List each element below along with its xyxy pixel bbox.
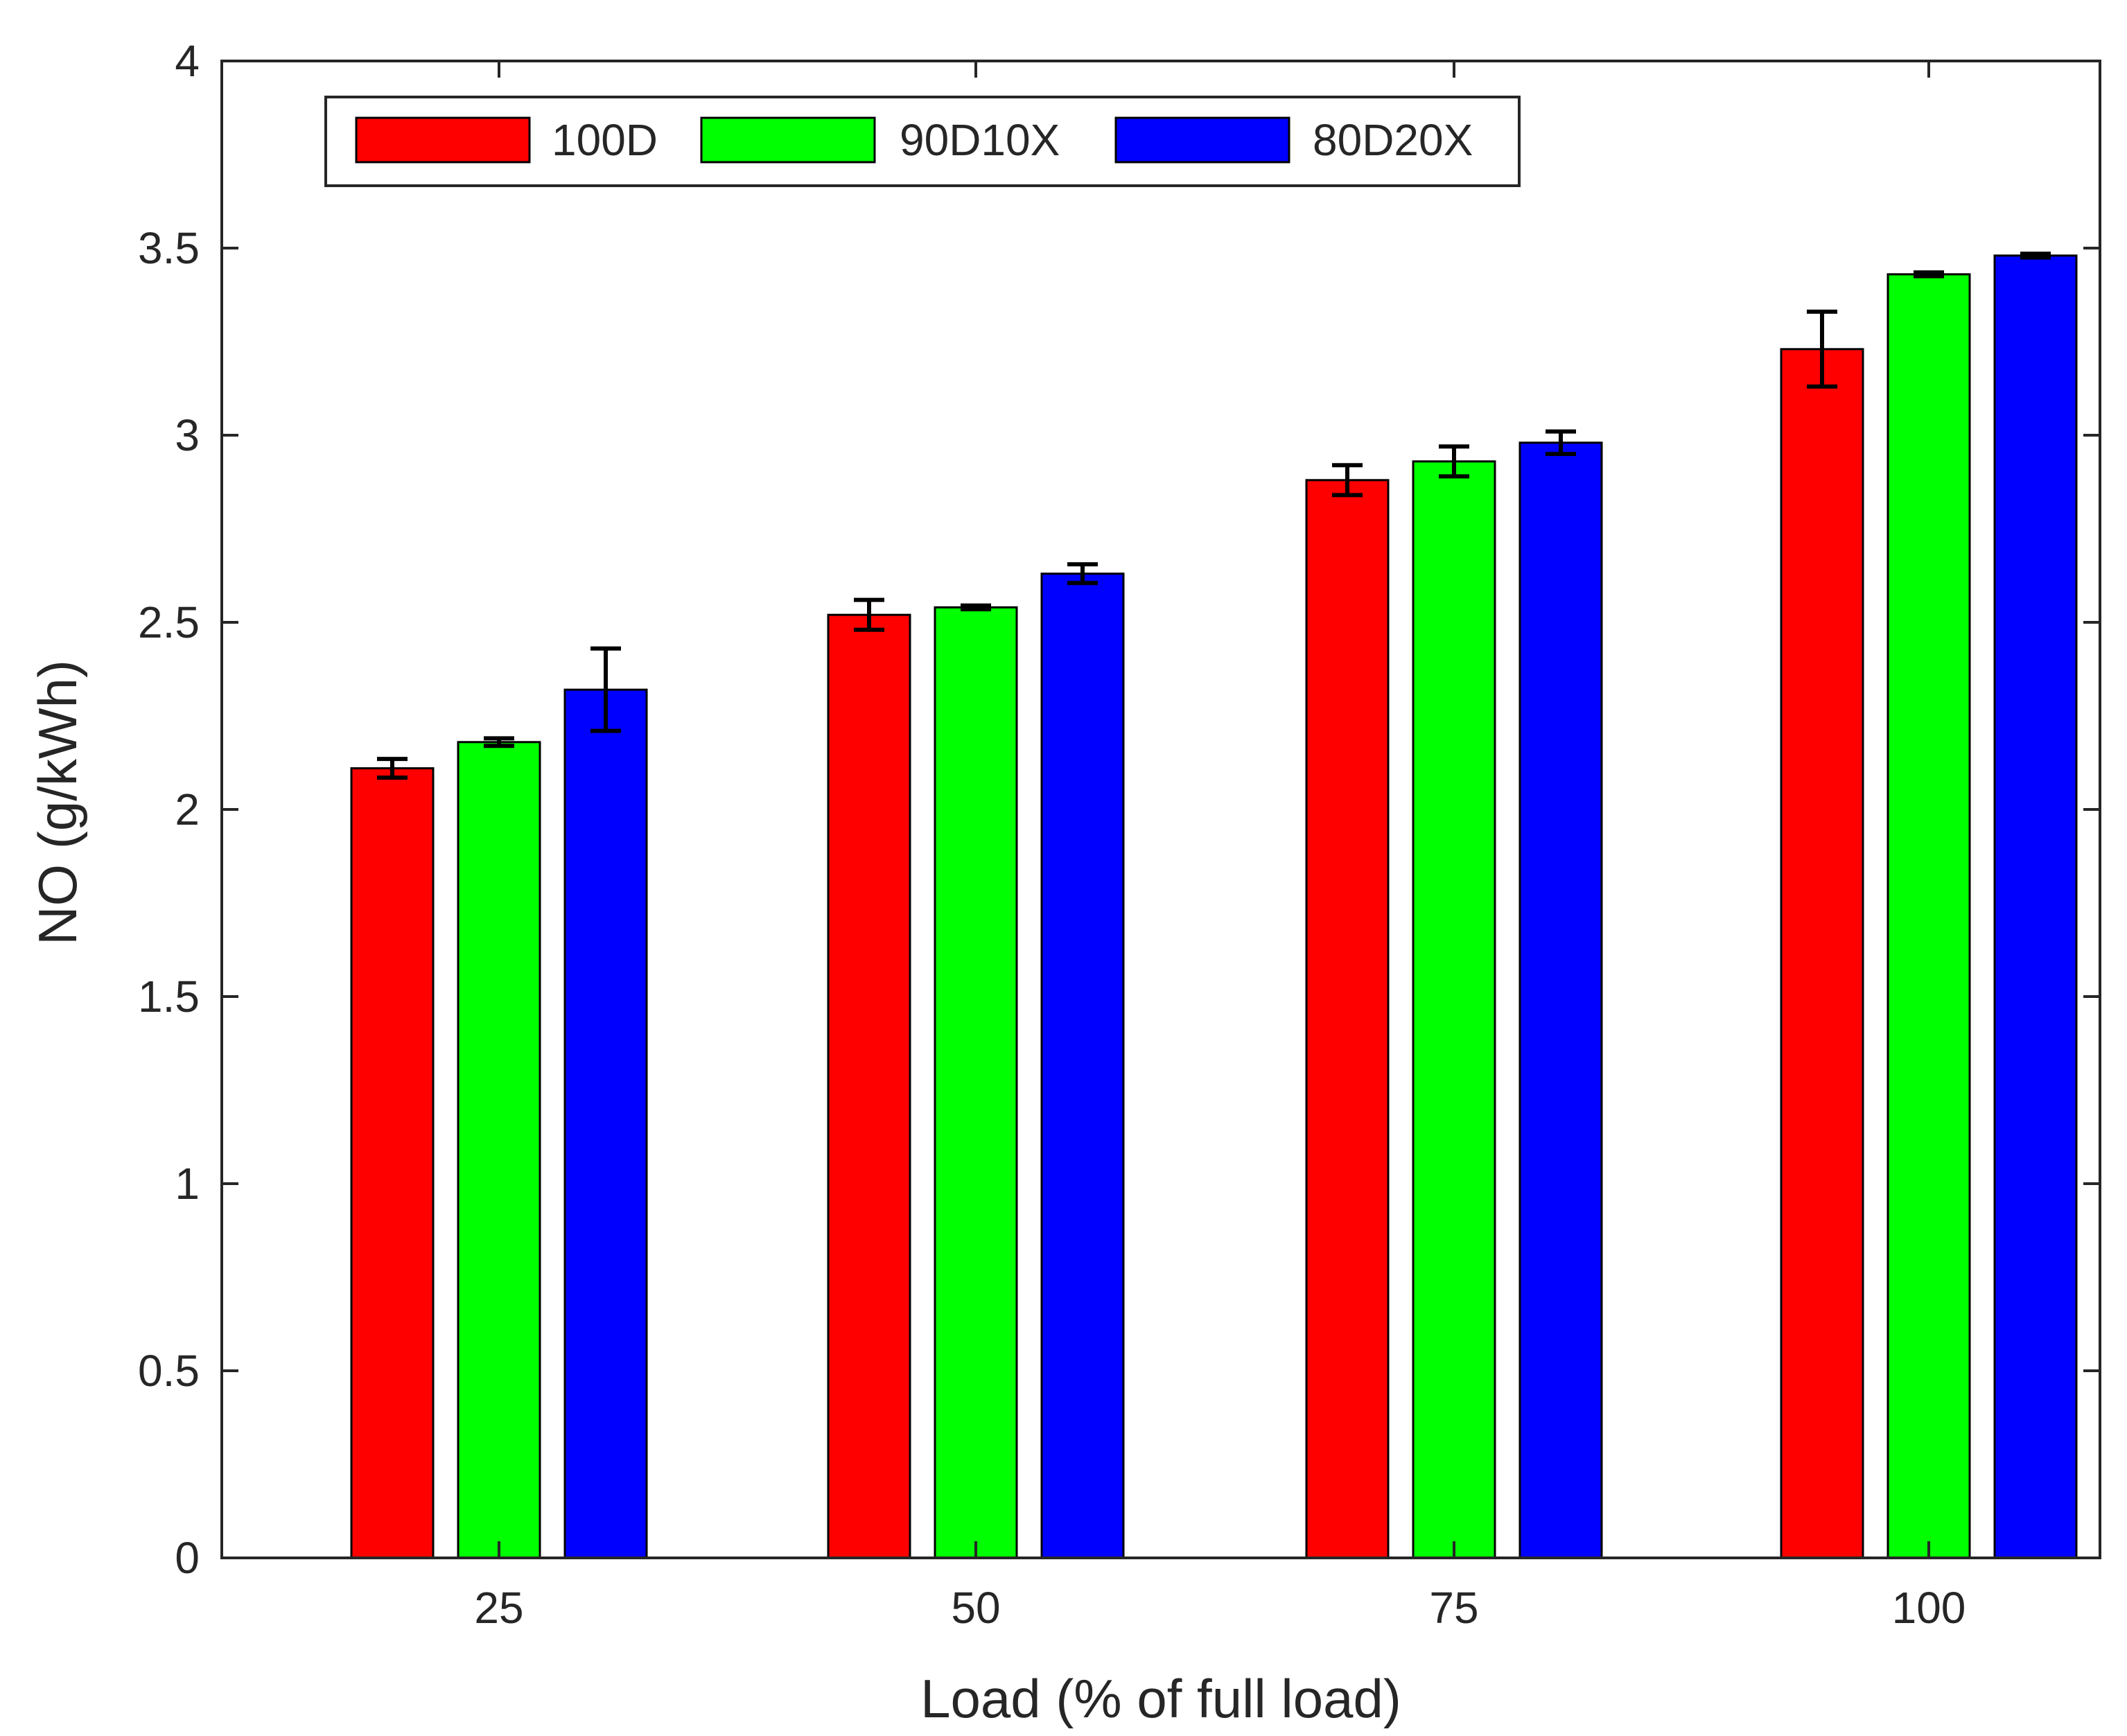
error-bar-100d-50 xyxy=(854,597,884,632)
bar-90d10x-25 xyxy=(457,741,541,1559)
x-tick-label: 25 xyxy=(474,1583,523,1633)
x-axis-label: Load (% of full load) xyxy=(920,1668,1401,1729)
y-tick-label: 3 xyxy=(175,410,200,460)
bar-90d10x-75 xyxy=(1412,460,1496,1559)
y-tick-label: 1.5 xyxy=(138,972,200,1022)
bar-100d-25 xyxy=(350,767,435,1559)
bar-80d20x-100 xyxy=(1993,254,2078,1559)
bar-100d-50 xyxy=(827,613,911,1559)
y-axis-label: NO (g/kWh) xyxy=(27,660,88,945)
y-tick-label: 0.5 xyxy=(138,1346,200,1396)
x-tick-label: 50 xyxy=(951,1583,1000,1633)
error-bar-100d-100 xyxy=(1807,309,1837,389)
y-tick-label: 4 xyxy=(175,36,200,86)
bar-90d10x-100 xyxy=(1887,273,1971,1559)
bar-80d20x-50 xyxy=(1040,572,1125,1559)
error-bar-100d-25 xyxy=(377,757,408,780)
x-tick-label: 75 xyxy=(1429,1583,1478,1633)
error-bar-90d10x-75 xyxy=(1439,444,1469,479)
bar-80d20x-75 xyxy=(1518,441,1603,1559)
error-bar-80d20x-25 xyxy=(590,646,621,733)
error-bar-80d20x-50 xyxy=(1067,562,1098,586)
bar-100d-100 xyxy=(1780,348,1864,1559)
legend-swatch-100d xyxy=(355,116,531,164)
bars-group xyxy=(350,254,2078,1559)
error-bar-90d10x-50 xyxy=(961,603,991,612)
bar-80d20x-25 xyxy=(563,688,648,1559)
error-bar-80d20x-75 xyxy=(1546,429,1576,456)
y-tick-label: 2.5 xyxy=(138,597,200,647)
legend-swatch-80d20x xyxy=(1114,116,1290,164)
error-bar-90d10x-100 xyxy=(1914,270,1944,279)
bar-100d-75 xyxy=(1305,479,1390,1559)
error-bar-100d-75 xyxy=(1332,463,1363,498)
y-tick-label: 2 xyxy=(175,784,200,834)
y-tick-label: 1 xyxy=(175,1159,200,1209)
error-bar-80d20x-100 xyxy=(2020,252,2051,260)
ticks-group: 0 0.5 1 1.5 2 2.5 3 3.5 4 25 50 75 100 xyxy=(138,36,2100,1633)
legend-label-90d10x: 90D10X xyxy=(900,115,1060,165)
legend: 100D 90D10X 80D20X xyxy=(324,96,1521,187)
legend-label-80d20x: 80D20X xyxy=(1313,115,1473,165)
error-bars-group xyxy=(377,252,2051,780)
error-bar-90d10x-25 xyxy=(484,736,514,748)
legend-box xyxy=(324,96,1521,187)
bar-90d10x-50 xyxy=(934,606,1018,1559)
y-tick-label: 0 xyxy=(175,1533,200,1583)
legend-swatch-90d10x xyxy=(700,116,876,164)
y-tick-label: 3.5 xyxy=(138,223,200,273)
legend-label-100d: 100D xyxy=(552,115,658,165)
x-tick-label: 100 xyxy=(1892,1583,1966,1633)
